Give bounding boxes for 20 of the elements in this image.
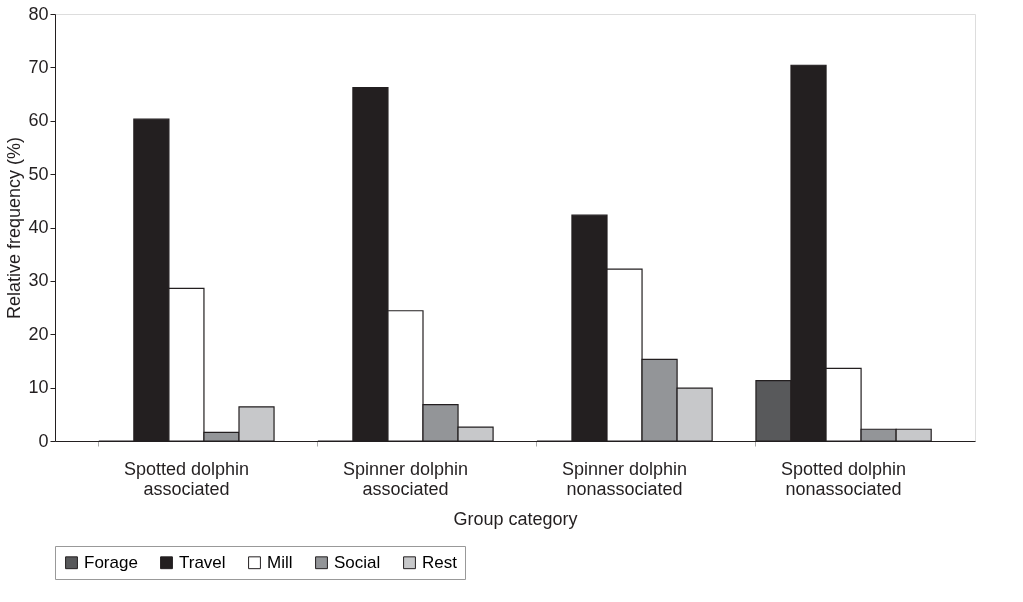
legend-label: Social bbox=[334, 552, 381, 572]
legend-label: Forage bbox=[84, 552, 138, 572]
y-tick-label: 60 bbox=[28, 110, 49, 131]
y-tick-label: 30 bbox=[28, 270, 49, 291]
legend-label: Travel bbox=[179, 552, 226, 572]
legend-label: Mill bbox=[267, 552, 293, 572]
x-tick-label: Spotted dolphin nonassociated bbox=[781, 458, 907, 499]
x-tick-label: Spotted dolphin associated bbox=[123, 458, 249, 499]
x-axis-title: Group category bbox=[453, 508, 578, 529]
y-tick-label: 20 bbox=[28, 323, 49, 344]
y-tick-label: 50 bbox=[28, 163, 49, 184]
y-axis-title: Relative frequency (%) bbox=[4, 136, 25, 320]
legend-label: Rest bbox=[422, 552, 458, 572]
y-tick-label: 0 bbox=[38, 430, 49, 451]
x-tick-label: Spinner dolphin nonassociated bbox=[561, 458, 688, 499]
y-tick-label: 40 bbox=[28, 217, 49, 237]
y-tick-label: 80 bbox=[28, 3, 49, 24]
x-tick-label: Spinner dolphin associated bbox=[342, 458, 469, 499]
y-tick-label: 70 bbox=[28, 56, 49, 77]
y-tick-label: 10 bbox=[28, 377, 49, 398]
